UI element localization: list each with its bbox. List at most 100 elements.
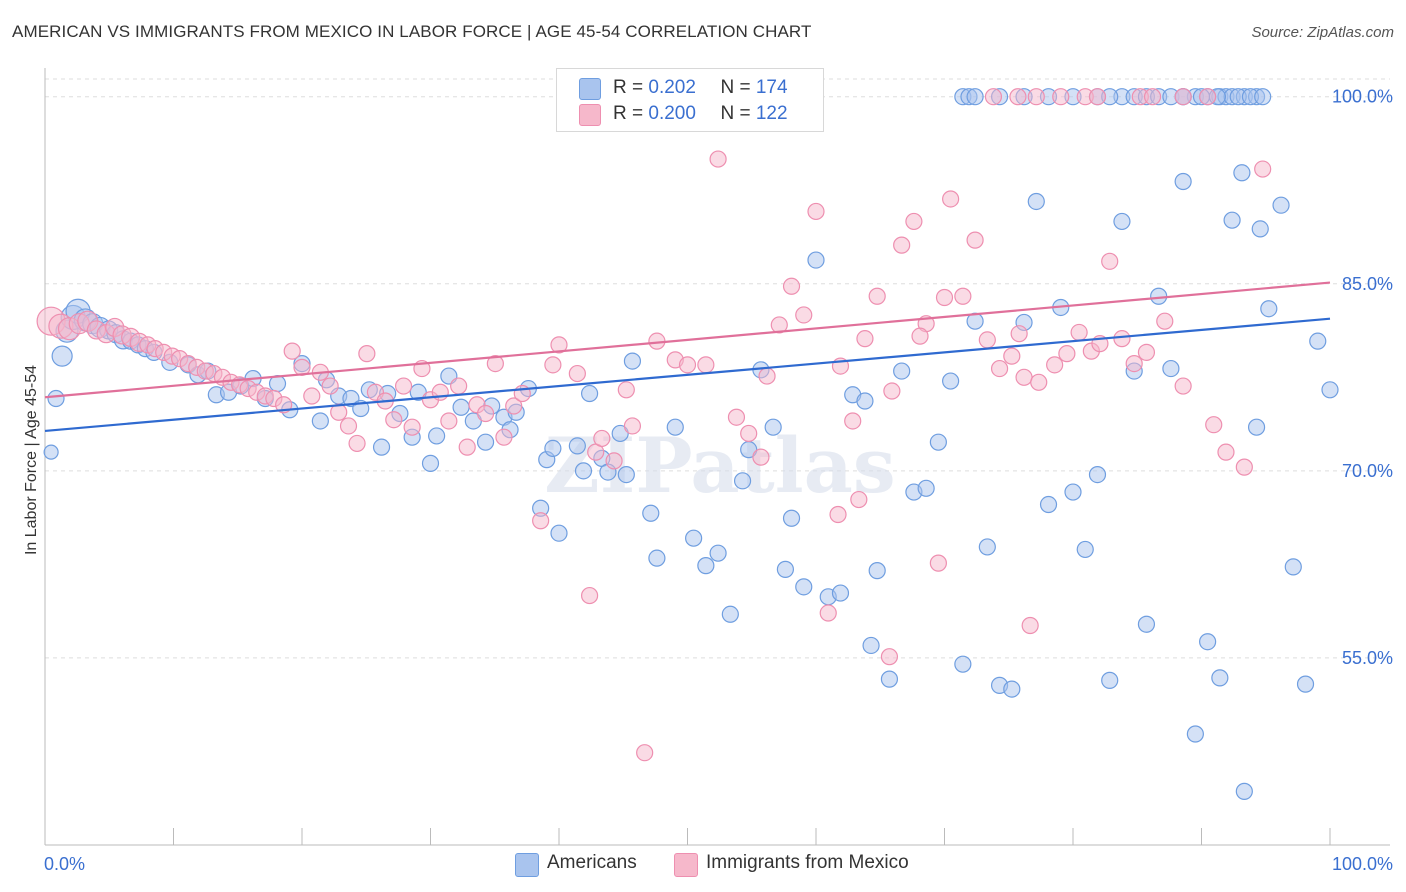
mexico-point bbox=[1009, 88, 1027, 106]
americans-point bbox=[954, 655, 972, 673]
mexico-point bbox=[1113, 330, 1131, 348]
americans-point bbox=[1296, 675, 1315, 693]
americans-point bbox=[1137, 615, 1156, 633]
mexico-point bbox=[1101, 252, 1119, 270]
mexico-point bbox=[321, 377, 339, 395]
mexico-point bbox=[458, 438, 476, 456]
y-tick-label: 100.0% bbox=[1332, 87, 1393, 107]
americans-point bbox=[428, 427, 446, 445]
americans-point bbox=[372, 438, 391, 456]
americans-point bbox=[311, 412, 329, 430]
mexico-point bbox=[550, 336, 568, 354]
mexico-point bbox=[984, 88, 1003, 106]
americans-point bbox=[476, 433, 495, 451]
mexico-point bbox=[636, 744, 654, 762]
mexico-point bbox=[1010, 325, 1028, 343]
mexico-point bbox=[819, 604, 837, 622]
mexico-point bbox=[1088, 88, 1107, 106]
mexico-point bbox=[1235, 458, 1253, 476]
mexico-point bbox=[1205, 416, 1223, 434]
mexico-point bbox=[942, 190, 960, 208]
mexico-point bbox=[1174, 377, 1192, 395]
americans-point bbox=[1174, 172, 1192, 191]
mexico-point bbox=[868, 287, 886, 305]
mexico-point bbox=[1027, 88, 1045, 106]
americans-point bbox=[868, 562, 886, 580]
americans-point bbox=[51, 345, 73, 367]
mexico-point bbox=[1217, 443, 1235, 461]
americans-point bbox=[666, 418, 684, 436]
americans-point bbox=[782, 509, 801, 527]
americans-point bbox=[917, 479, 935, 497]
americans-point bbox=[795, 578, 813, 596]
americans-point bbox=[1076, 540, 1094, 559]
americans-point bbox=[1251, 220, 1269, 238]
mexico-point bbox=[966, 231, 984, 249]
americans-point bbox=[617, 465, 635, 484]
mexico-point bbox=[1199, 88, 1217, 106]
mexico-point bbox=[283, 342, 301, 360]
mexico-point bbox=[568, 364, 586, 383]
mexico-point bbox=[358, 345, 376, 363]
mexico-point bbox=[450, 377, 468, 395]
mexico-point bbox=[1174, 88, 1192, 106]
mexico-point bbox=[770, 316, 788, 334]
americans-point bbox=[685, 529, 703, 547]
americans-swatch bbox=[579, 78, 601, 100]
mexico-point bbox=[697, 356, 715, 374]
americans-point bbox=[544, 439, 562, 458]
mexico-point bbox=[303, 387, 321, 405]
americans-point bbox=[1064, 483, 1082, 501]
x-tick-label: 0.0% bbox=[44, 854, 85, 874]
mexico-n-label: N = bbox=[720, 103, 756, 124]
americans-r-value: 0.202 bbox=[648, 77, 696, 98]
mexico-point bbox=[893, 236, 911, 254]
americans-r-label: R = bbox=[613, 77, 649, 98]
americans-point bbox=[929, 433, 947, 451]
americans-point bbox=[764, 418, 782, 436]
americans-point bbox=[880, 670, 899, 688]
americans-point bbox=[942, 372, 960, 390]
mexico-point bbox=[978, 331, 996, 349]
mexico-point bbox=[476, 404, 495, 423]
chart-title: AMERICAN VS IMMIGRANTS FROM MEXICO IN LA… bbox=[12, 22, 812, 41]
mexico-point bbox=[990, 359, 1009, 378]
mexico-point bbox=[880, 648, 899, 666]
mexico-point bbox=[1003, 347, 1021, 365]
mexico-point bbox=[758, 367, 776, 385]
americans-point bbox=[856, 392, 874, 410]
americans-point bbox=[580, 384, 599, 403]
americans-n-label: N = bbox=[720, 77, 756, 98]
americans-point bbox=[47, 389, 65, 408]
x-tick-label: 100.0% bbox=[1332, 854, 1393, 874]
americans-point bbox=[1003, 680, 1021, 698]
y-tick-label: 55.0% bbox=[1342, 648, 1393, 668]
americans-point bbox=[966, 88, 984, 106]
mexico-legend-swatch bbox=[674, 853, 698, 877]
mexico-point bbox=[850, 490, 868, 509]
mexico-point bbox=[532, 512, 550, 530]
americans-point bbox=[721, 605, 739, 623]
americans-point bbox=[1113, 212, 1131, 231]
axis-title: In Labor Force | Age 45-54 bbox=[23, 365, 40, 555]
americans-point bbox=[1284, 558, 1302, 576]
mexico-point bbox=[339, 417, 358, 435]
americans-point bbox=[1233, 164, 1251, 182]
mexico-point bbox=[348, 434, 366, 453]
mexico-point bbox=[1143, 88, 1162, 106]
americans-point bbox=[709, 544, 727, 562]
americans-point bbox=[1211, 669, 1229, 687]
source-label: Source: ZipAtlas.com bbox=[1251, 24, 1394, 41]
mexico-point bbox=[1046, 356, 1064, 374]
mexico-point bbox=[623, 417, 642, 435]
mexico-point bbox=[929, 554, 947, 572]
americans-point bbox=[1254, 88, 1272, 106]
americans-legend-label: Americans bbox=[547, 852, 637, 873]
y-tick-label: 85.0% bbox=[1342, 274, 1393, 294]
correlation-legend: R = 0.202 N = 174 R = 0.200 N = 122 bbox=[556, 68, 824, 132]
mexico-point bbox=[740, 424, 758, 443]
mexico-point bbox=[1030, 373, 1048, 391]
americans-point bbox=[574, 462, 593, 480]
americans-point bbox=[642, 504, 660, 522]
